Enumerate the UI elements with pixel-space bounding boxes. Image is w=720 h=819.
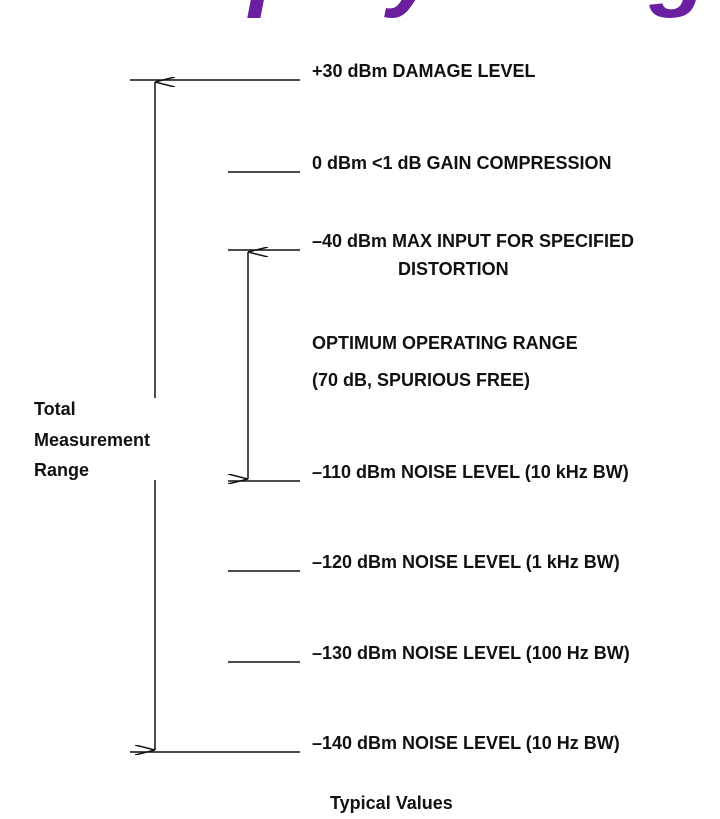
level-label: +30 dBm DAMAGE LEVEL	[312, 61, 536, 81]
level-label: 0 dBm <1 dB GAIN COMPRESSION	[312, 153, 612, 173]
level-label: –110 dBm NOISE LEVEL (10 kHz BW)	[312, 462, 629, 482]
heading: Display Range	[100, 0, 720, 19]
optimum-label: (70 dB, SPURIOUS FREE)	[312, 370, 530, 390]
total-label: Range	[34, 460, 89, 480]
total-label: Measurement	[34, 430, 150, 450]
optimum-label: OPTIMUM OPERATING RANGE	[312, 333, 578, 353]
total-label: Total	[34, 399, 76, 419]
level-label: –40 dBm MAX INPUT FOR SPECIFIED	[312, 231, 634, 251]
level-label: DISTORTION	[398, 259, 509, 279]
level-label: –140 dBm NOISE LEVEL (10 Hz BW)	[312, 733, 620, 753]
level-label: –130 dBm NOISE LEVEL (100 Hz BW)	[312, 643, 630, 663]
level-label: –120 dBm NOISE LEVEL (1 kHz BW)	[312, 552, 620, 572]
footer: Typical Values	[330, 793, 453, 813]
